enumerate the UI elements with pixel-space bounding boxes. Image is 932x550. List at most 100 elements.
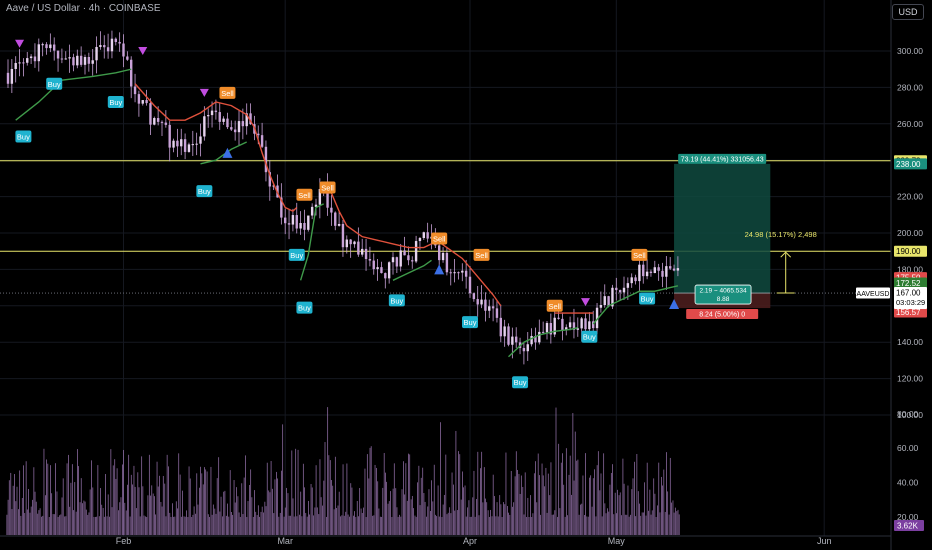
candle-body: [472, 293, 476, 300]
volume-bar: [559, 508, 561, 535]
volume-bar: [42, 515, 44, 535]
candle-body: [380, 267, 383, 274]
candle-body: [387, 262, 391, 279]
volume-bar: [70, 482, 72, 535]
candle-body: [638, 264, 641, 282]
sell-signal-badge: [219, 86, 236, 99]
volume-bar: [276, 471, 277, 535]
price-tick-label: 260.00: [897, 119, 923, 129]
candle-body: [210, 110, 214, 116]
volume-bar: [48, 516, 50, 535]
volume-bar: [451, 472, 453, 535]
volume-bar: [340, 516, 341, 535]
buy-signal-badge: [46, 77, 63, 90]
volume-bar: [169, 512, 171, 535]
candle-body: [618, 290, 622, 293]
center-label-1: 2.19 ~ 4065.534: [699, 288, 747, 295]
volume-bar: [293, 516, 295, 535]
volume-bar: [6, 514, 8, 535]
candle-body: [10, 68, 14, 84]
candle-body: [630, 277, 633, 284]
volume-bar: [531, 516, 533, 535]
volume-bar: [165, 516, 167, 535]
candle-body: [657, 267, 660, 271]
volume-bar: [640, 515, 642, 535]
volume-bar: [35, 501, 37, 535]
volume-bar: [490, 509, 491, 535]
volume-bar: [97, 465, 99, 535]
volume-bar: [266, 462, 268, 535]
volume-bar: [545, 467, 547, 535]
candle-body: [33, 56, 37, 62]
candle-body: [372, 260, 375, 270]
candle-body: [314, 204, 318, 207]
volume-bar: [568, 474, 570, 535]
volume-bar: [233, 480, 235, 535]
volume-bar: [641, 512, 643, 535]
volume-bar: [39, 508, 41, 535]
volume-bar: [24, 513, 26, 535]
candle-body: [626, 283, 630, 288]
candle-body: [106, 47, 110, 52]
volume-bar: [41, 516, 42, 535]
sell-signal-badge: [631, 248, 648, 261]
volume-bar: [210, 466, 212, 535]
candle-body: [264, 146, 268, 173]
volume-bar: [288, 515, 290, 535]
volume-tick-label: 20.00: [897, 512, 919, 522]
candle-body: [207, 115, 210, 117]
price-range-measure[interactable]: 24.98 (15.17%) 2,498: [745, 230, 817, 294]
buy-signal-label: Buy: [464, 318, 477, 327]
candle-body: [622, 287, 626, 293]
volume-bar: [437, 485, 439, 535]
chart-title: Aave / US Dollar · 4h · COINBASE: [6, 3, 161, 14]
volume-bar: [200, 466, 201, 535]
sell-signal-badge: [431, 232, 448, 245]
volume-bar: [232, 514, 233, 535]
volume-bar: [297, 449, 299, 535]
buy-signal-badge: [462, 316, 478, 329]
volume-bar: [166, 454, 168, 535]
candle-body: [26, 58, 29, 63]
volume-bar: [25, 461, 27, 535]
volume-bar: [565, 448, 567, 535]
volume-bar: [75, 511, 77, 535]
volume-bar: [496, 502, 498, 535]
volume-bar: [125, 510, 127, 535]
candle-body: [399, 250, 402, 267]
volume-bar: [659, 512, 661, 535]
volume-bar: [487, 510, 489, 535]
volume-bar: [468, 500, 470, 535]
volume-bar: [238, 512, 240, 535]
price-axis[interactable]: 100.00120.00140.00160.00180.00200.00220.…: [856, 0, 932, 550]
volume-bar: [222, 516, 223, 535]
volume-bar: [481, 451, 483, 535]
volume-bar: [456, 510, 458, 535]
volume-bar: [338, 491, 340, 535]
time-axis[interactable]: Feb Mar Apr May Jun: [0, 535, 891, 546]
up-triangle-icon: [669, 298, 680, 309]
volume-bar: [85, 509, 87, 535]
volume-bar: [424, 501, 426, 535]
volume-bar: [373, 515, 375, 535]
volume-bar: [334, 456, 336, 535]
volume-bar: [470, 516, 472, 535]
volume-bar: [454, 510, 456, 535]
currency-button[interactable]: USD: [892, 4, 924, 20]
candle-body: [642, 264, 645, 277]
buy-signal-label: Buy: [290, 251, 303, 260]
volume-bar: [401, 489, 403, 535]
volume-bar: [618, 495, 620, 535]
volume-bar: [14, 474, 15, 535]
volume-bar: [541, 463, 543, 535]
candle-body: [29, 56, 33, 59]
long-position-tool[interactable]: 73.19 (44.41%) 331056.43 8.24 (5.00%) 0 2.…: [674, 153, 771, 320]
candle-body: [449, 272, 452, 274]
volume-bar: [505, 452, 507, 535]
volume-bar: [197, 504, 199, 535]
volume-bar: [411, 495, 413, 535]
volume-bar: [331, 480, 332, 535]
volume-bar: [96, 516, 98, 535]
buy-signal-badge: [581, 330, 598, 343]
